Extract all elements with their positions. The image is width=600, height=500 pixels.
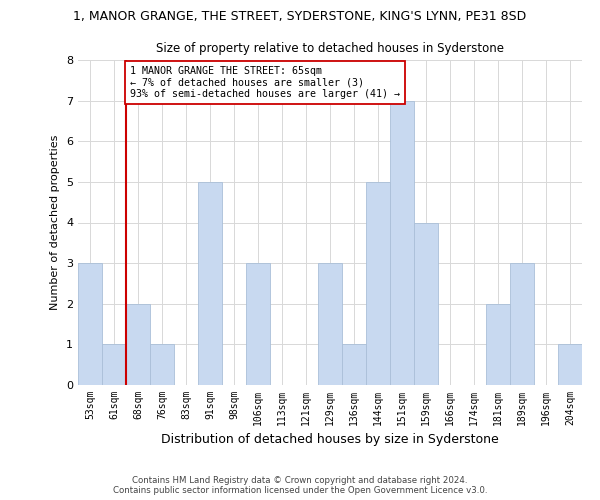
Bar [198, 182, 222, 385]
Bar [510, 263, 534, 385]
Bar [150, 344, 174, 385]
Text: Contains HM Land Registry data © Crown copyright and database right 2024.
Contai: Contains HM Land Registry data © Crown c… [113, 476, 487, 495]
Bar [246, 263, 270, 385]
Text: 1, MANOR GRANGE, THE STREET, SYDERSTONE, KING'S LYNN, PE31 8SD: 1, MANOR GRANGE, THE STREET, SYDERSTONE,… [73, 10, 527, 23]
Title: Size of property relative to detached houses in Syderstone: Size of property relative to detached ho… [156, 42, 504, 54]
Bar [102, 344, 126, 385]
Bar [342, 344, 366, 385]
Bar [366, 182, 390, 385]
Bar [486, 304, 510, 385]
Bar [414, 222, 438, 385]
Bar [78, 263, 102, 385]
Text: 1 MANOR GRANGE THE STREET: 65sqm
← 7% of detached houses are smaller (3)
93% of : 1 MANOR GRANGE THE STREET: 65sqm ← 7% of… [130, 66, 400, 100]
Y-axis label: Number of detached properties: Number of detached properties [50, 135, 61, 310]
Bar [390, 100, 414, 385]
Bar [318, 263, 342, 385]
Bar [558, 344, 582, 385]
X-axis label: Distribution of detached houses by size in Syderstone: Distribution of detached houses by size … [161, 434, 499, 446]
Bar [126, 304, 150, 385]
